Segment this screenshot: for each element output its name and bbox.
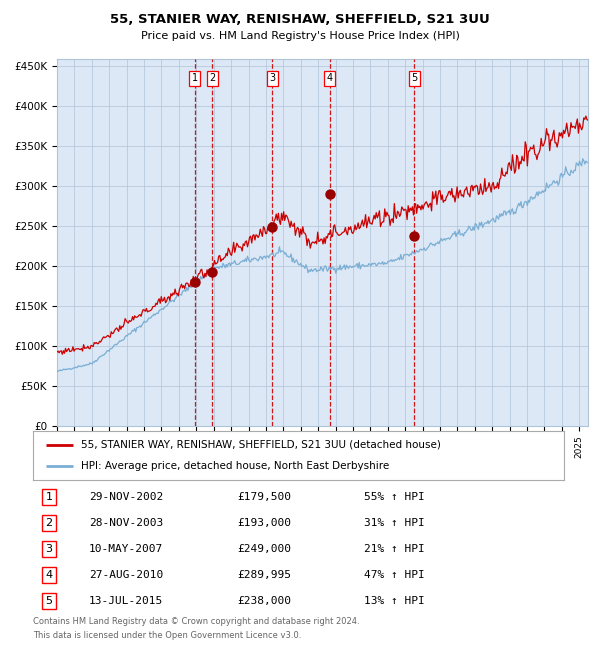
Text: 55, STANIER WAY, RENISHAW, SHEFFIELD, S21 3UU (detached house): 55, STANIER WAY, RENISHAW, SHEFFIELD, S2… (81, 439, 440, 450)
Text: 5: 5 (411, 73, 418, 83)
Text: £238,000: £238,000 (237, 596, 291, 606)
Text: 4: 4 (326, 73, 333, 83)
Text: 31% ↑ HPI: 31% ↑ HPI (364, 518, 424, 528)
Text: 21% ↑ HPI: 21% ↑ HPI (364, 544, 424, 554)
Text: Price paid vs. HM Land Registry's House Price Index (HPI): Price paid vs. HM Land Registry's House … (140, 31, 460, 40)
Text: 13-JUL-2015: 13-JUL-2015 (89, 596, 163, 606)
Text: 55, STANIER WAY, RENISHAW, SHEFFIELD, S21 3UU: 55, STANIER WAY, RENISHAW, SHEFFIELD, S2… (110, 13, 490, 26)
Text: 10-MAY-2007: 10-MAY-2007 (89, 544, 163, 554)
Text: 3: 3 (269, 73, 275, 83)
Text: £193,000: £193,000 (237, 518, 291, 528)
Text: 55% ↑ HPI: 55% ↑ HPI (364, 492, 424, 502)
Text: 29-NOV-2002: 29-NOV-2002 (89, 492, 163, 502)
Text: 3: 3 (46, 544, 52, 554)
Text: 2: 2 (46, 518, 52, 528)
Text: 47% ↑ HPI: 47% ↑ HPI (364, 570, 424, 580)
Text: £289,995: £289,995 (237, 570, 291, 580)
Text: 4: 4 (46, 570, 52, 580)
Text: Contains HM Land Registry data © Crown copyright and database right 2024.: Contains HM Land Registry data © Crown c… (33, 618, 359, 627)
Text: This data is licensed under the Open Government Licence v3.0.: This data is licensed under the Open Gov… (33, 630, 301, 640)
Text: £179,500: £179,500 (237, 492, 291, 502)
Text: 13% ↑ HPI: 13% ↑ HPI (364, 596, 424, 606)
Text: 28-NOV-2003: 28-NOV-2003 (89, 518, 163, 528)
Text: 2: 2 (209, 73, 215, 83)
Text: HPI: Average price, detached house, North East Derbyshire: HPI: Average price, detached house, Nort… (81, 461, 389, 471)
Text: £249,000: £249,000 (237, 544, 291, 554)
Text: 27-AUG-2010: 27-AUG-2010 (89, 570, 163, 580)
Text: 1: 1 (191, 73, 198, 83)
Text: 1: 1 (46, 492, 52, 502)
Text: 5: 5 (46, 596, 52, 606)
